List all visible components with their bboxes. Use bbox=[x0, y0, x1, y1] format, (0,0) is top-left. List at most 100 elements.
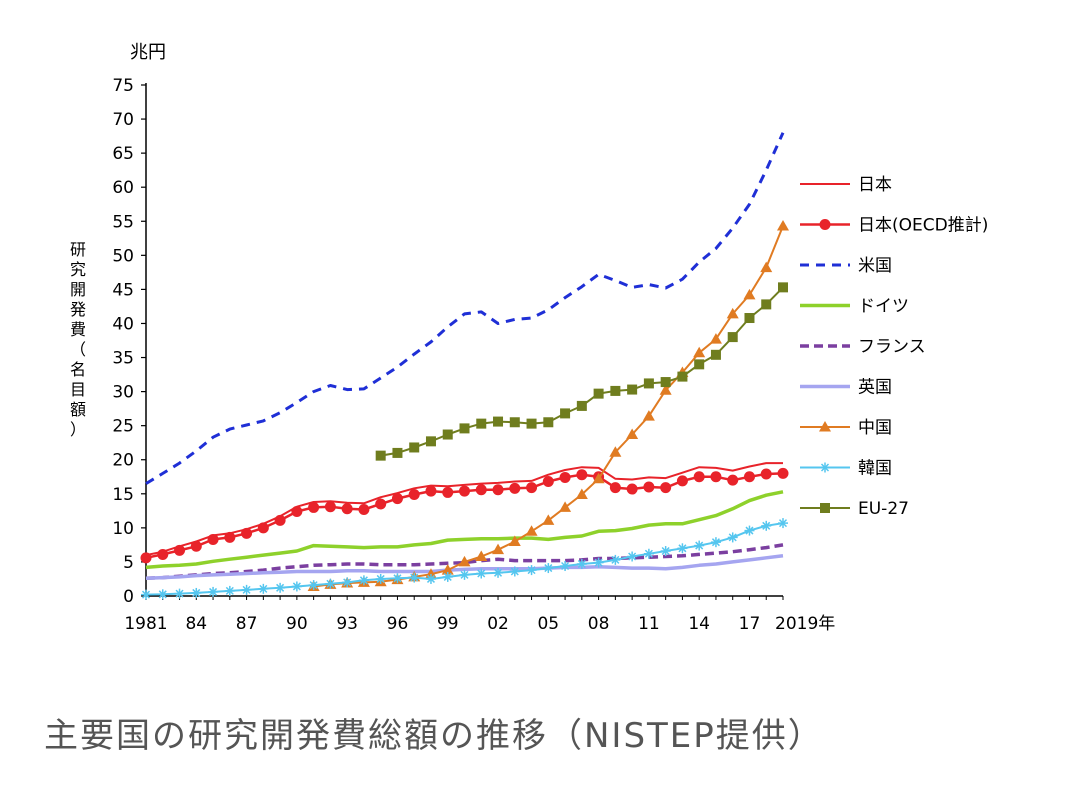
data-point-japan_oecd bbox=[710, 471, 722, 483]
data-point-japan_oecd bbox=[224, 531, 236, 543]
legend-entry-france: フランス bbox=[800, 337, 926, 357]
y-tick-label: 70 bbox=[112, 110, 134, 130]
data-point-japan_oecd bbox=[693, 471, 705, 483]
legend-label: 韓国 bbox=[858, 459, 892, 479]
data-point-korea bbox=[241, 584, 252, 595]
data-point-china bbox=[492, 543, 505, 555]
data-point-korea bbox=[258, 583, 269, 594]
data-point-korea bbox=[442, 571, 453, 582]
data-point-japan_oecd bbox=[241, 527, 253, 539]
data-point-japan_oecd bbox=[542, 476, 554, 488]
y-tick-label: 60 bbox=[112, 178, 134, 198]
data-point-eu27 bbox=[610, 385, 621, 396]
data-point-japan_oecd bbox=[492, 484, 504, 496]
data-point-korea bbox=[358, 575, 369, 586]
data-point-korea bbox=[375, 573, 386, 584]
series-eu27 bbox=[375, 282, 788, 461]
series-line-japan bbox=[145, 462, 783, 557]
data-point-japan_oecd bbox=[140, 552, 152, 564]
data-point-china bbox=[508, 535, 521, 546]
data-point-japan_oecd bbox=[391, 493, 403, 505]
legend-entry-uk: 英国 bbox=[800, 378, 892, 398]
x-tick-label: 05 bbox=[537, 614, 559, 634]
y-tick-label: 50 bbox=[112, 246, 134, 266]
y-tick-label: 30 bbox=[112, 383, 134, 403]
series-line-eu27 bbox=[380, 286, 784, 457]
data-point-china bbox=[777, 220, 789, 231]
data-point-korea bbox=[710, 537, 721, 548]
data-point-korea bbox=[677, 543, 688, 554]
data-point-japan_oecd bbox=[207, 533, 219, 545]
y-axis-title-char: ） bbox=[70, 420, 86, 439]
data-point-korea bbox=[627, 551, 638, 562]
data-point-japan_oecd bbox=[459, 485, 470, 497]
data-point-china bbox=[559, 501, 572, 512]
legend-entry-eu27: EU-27 bbox=[800, 499, 909, 519]
x-tick-label: 14 bbox=[688, 614, 710, 634]
series-korea bbox=[141, 518, 788, 600]
data-point-japan_oecd bbox=[308, 501, 320, 513]
legend-entry-china: 中国 bbox=[800, 418, 892, 438]
data-point-china bbox=[592, 472, 605, 484]
data-point-japan_oecd bbox=[777, 467, 789, 479]
legend-marker bbox=[820, 503, 830, 513]
data-point-eu27 bbox=[677, 371, 688, 382]
data-point-china bbox=[575, 488, 588, 499]
series-line-france bbox=[145, 543, 784, 581]
y-axis-title-char: 額 bbox=[70, 400, 86, 419]
series-germany bbox=[145, 490, 784, 570]
data-point-japan_oecd bbox=[626, 483, 638, 495]
data-point-korea bbox=[509, 566, 520, 577]
y-axis-title-char: 費 bbox=[70, 320, 86, 339]
data-point-japan_oecd bbox=[190, 540, 202, 552]
data-point-eu27 bbox=[727, 332, 738, 343]
data-point-japan_oecd bbox=[324, 501, 336, 513]
data-point-china bbox=[525, 525, 538, 536]
legend-label: 日本 bbox=[858, 175, 892, 195]
chart-svg: 051015202530354045505560657075兆円研究開発費（名目… bbox=[70, 42, 988, 634]
y-tick-label: 45 bbox=[112, 280, 134, 300]
data-point-china bbox=[458, 555, 471, 567]
data-point-china bbox=[626, 428, 639, 440]
series-china bbox=[307, 220, 789, 591]
data-point-japan_oecd bbox=[609, 482, 621, 494]
data-point-korea bbox=[308, 580, 319, 591]
data-point-japan_oecd bbox=[442, 486, 454, 498]
series-layer bbox=[140, 132, 789, 600]
x-tick-label: 1981 bbox=[124, 614, 167, 634]
data-point-japan_oecd bbox=[408, 488, 420, 500]
data-point-china bbox=[693, 346, 706, 358]
legend-label: 米国 bbox=[858, 256, 892, 276]
series-line-china bbox=[313, 225, 784, 588]
data-point-korea bbox=[325, 578, 336, 589]
legend-marker bbox=[819, 219, 831, 230]
series-usa bbox=[145, 132, 785, 485]
data-point-china bbox=[542, 514, 555, 525]
legend-entry-japan: 日本 bbox=[800, 175, 892, 195]
data-point-korea bbox=[459, 569, 470, 580]
series-japan_oecd bbox=[140, 467, 789, 564]
x-tick-label: 99 bbox=[437, 614, 459, 634]
data-point-eu27 bbox=[459, 423, 470, 434]
legend-label: フランス bbox=[858, 337, 926, 357]
data-point-korea bbox=[761, 520, 772, 531]
data-point-korea bbox=[526, 565, 537, 576]
data-point-korea bbox=[392, 573, 403, 584]
data-point-korea bbox=[727, 532, 738, 543]
data-point-eu27 bbox=[476, 418, 487, 429]
data-point-korea bbox=[560, 561, 571, 572]
data-point-korea bbox=[174, 588, 185, 599]
data-point-korea bbox=[342, 577, 353, 588]
series-japan bbox=[145, 462, 783, 557]
data-point-eu27 bbox=[593, 388, 604, 399]
data-point-japan_oecd bbox=[643, 481, 655, 493]
legend-label: 中国 bbox=[858, 418, 892, 438]
data-point-eu27 bbox=[694, 359, 705, 370]
y-unit-label: 兆円 bbox=[130, 42, 166, 63]
x-tick-label: 96 bbox=[387, 614, 409, 634]
legend-label: EU-27 bbox=[858, 499, 909, 519]
x-tick-label: 02 bbox=[487, 614, 509, 634]
legend-entry-korea: 韓国 bbox=[800, 459, 892, 479]
data-point-china bbox=[609, 446, 622, 457]
